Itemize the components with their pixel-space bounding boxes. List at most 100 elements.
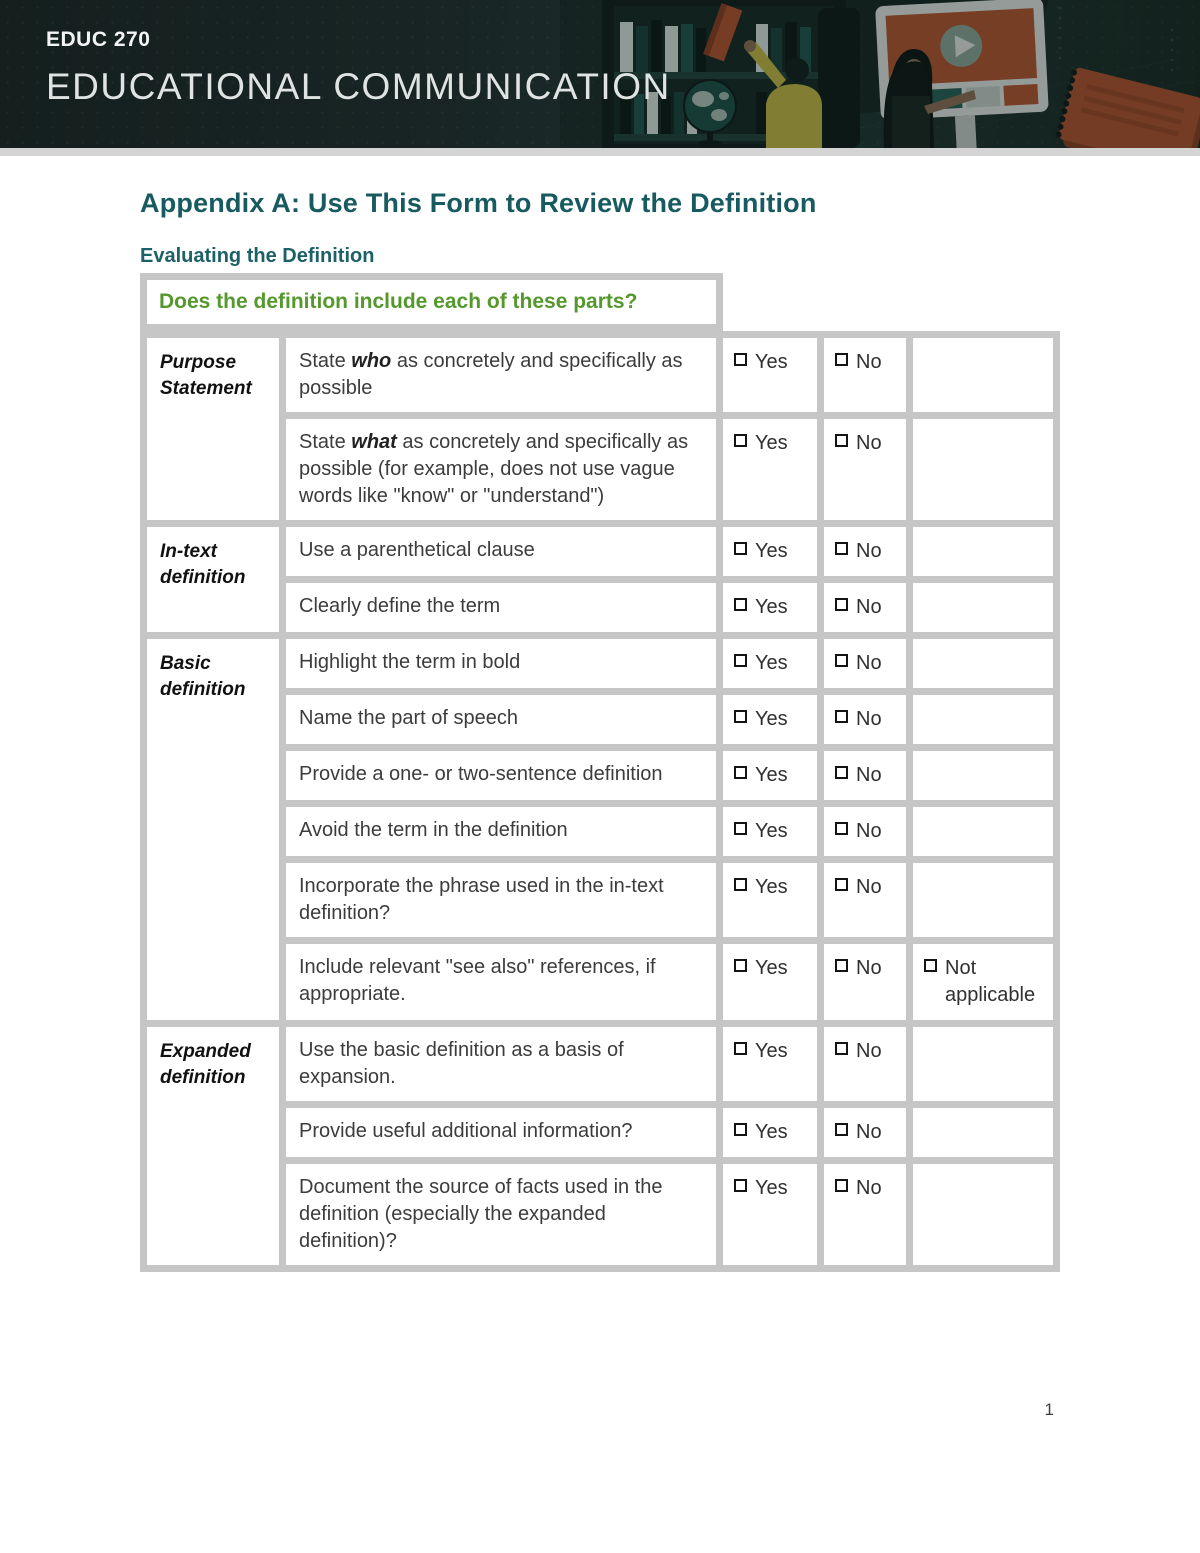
criteria-cell: State what as concretely and specificall… (286, 419, 716, 520)
option-cell: No (824, 1108, 906, 1157)
option-label: No (856, 764, 882, 786)
option-cell: Yes (723, 863, 817, 937)
no-checkbox[interactable] (835, 1179, 848, 1192)
yes-checkbox[interactable] (734, 434, 747, 447)
criteria-text: Provide a one- or two-sentence definitio… (299, 763, 663, 785)
option-cell: No (824, 527, 906, 576)
option-label: No (856, 540, 882, 562)
option-cell: Yes (723, 695, 817, 744)
empty-cell (913, 1027, 1053, 1101)
criteria-text: Highlight the term in bold (299, 651, 521, 673)
criteria-text: State (299, 350, 352, 372)
option-label: Yes (755, 957, 788, 979)
no-checkbox[interactable] (835, 654, 848, 667)
yes-checkbox[interactable] (734, 710, 747, 723)
yes-checkbox[interactable] (734, 1179, 747, 1192)
empty-cell (913, 695, 1053, 744)
criteria-emphasis: who (351, 350, 392, 372)
option-cell: No (824, 944, 906, 1020)
criteria-text: Use a parenthetical clause (299, 539, 535, 561)
empty-cell (913, 527, 1053, 576)
criteria-text: Clearly define the term (299, 595, 501, 617)
no-checkbox[interactable] (835, 542, 848, 555)
yes-checkbox[interactable] (734, 878, 747, 891)
yes-checkbox[interactable] (734, 542, 747, 555)
no-checkbox[interactable] (835, 1123, 848, 1136)
option-cell: Not applicable (913, 944, 1053, 1020)
option-cell: No (824, 751, 906, 800)
option-label: Yes (755, 708, 788, 730)
criteria-text: Document the source of facts used in the… (299, 1176, 663, 1252)
not-applicable-checkbox[interactable] (924, 959, 937, 972)
option-label: Yes (755, 351, 788, 373)
option-cell: Yes (723, 338, 817, 412)
option-label: No (856, 1040, 882, 1062)
table-header: Does the definition include each of thes… (140, 273, 723, 331)
banner-bottom-strip (0, 148, 1200, 156)
criteria-text: State (299, 431, 352, 453)
option-cell: No (824, 338, 906, 412)
yes-checkbox[interactable] (734, 766, 747, 779)
option-cell: Yes (723, 807, 817, 856)
person-reaching-illustration (744, 40, 822, 148)
no-checkbox[interactable] (835, 822, 848, 835)
option-cell: Yes (723, 1027, 817, 1101)
no-checkbox[interactable] (835, 710, 848, 723)
option-label: Yes (755, 652, 788, 674)
option-cell: No (824, 639, 906, 688)
empty-cell (913, 1164, 1053, 1265)
no-checkbox[interactable] (835, 353, 848, 366)
course-title: EDUCATIONAL COMMUNICATION (46, 66, 671, 107)
empty-cell (913, 751, 1053, 800)
option-label: Yes (755, 764, 788, 786)
option-cell: No (824, 419, 906, 520)
section-heading: Evaluating the Definition (140, 245, 375, 267)
no-checkbox[interactable] (835, 1042, 848, 1055)
category-cell: In-text definition (147, 527, 279, 632)
empty-cell (913, 419, 1053, 520)
criteria-text: Avoid the term in the definition (299, 819, 568, 841)
course-code: EDUC 270 (46, 28, 151, 51)
no-checkbox[interactable] (835, 598, 848, 611)
yes-checkbox[interactable] (734, 353, 747, 366)
option-cell: Yes (723, 1164, 817, 1265)
no-checkbox[interactable] (835, 766, 848, 779)
yes-checkbox[interactable] (734, 598, 747, 611)
yes-checkbox[interactable] (734, 1123, 747, 1136)
yes-checkbox[interactable] (734, 822, 747, 835)
yes-checkbox[interactable] (734, 1042, 747, 1055)
option-label: Not applicable (945, 957, 1036, 1006)
option-cell: Yes (723, 944, 817, 1020)
yes-checkbox[interactable] (734, 654, 747, 667)
option-label: Yes (755, 1040, 788, 1062)
option-cell: Yes (723, 419, 817, 520)
criteria-text: Include relevant "see also" references, … (299, 956, 656, 1005)
no-checkbox[interactable] (835, 434, 848, 447)
yes-checkbox[interactable] (734, 959, 747, 972)
criteria-cell: Use a parenthetical clause (286, 527, 716, 576)
empty-cell (913, 583, 1053, 632)
option-label: No (856, 351, 882, 373)
dot-accent (1058, 6, 1174, 72)
option-cell: No (824, 583, 906, 632)
option-label: No (856, 652, 882, 674)
category-cell: Expanded definition (147, 1027, 279, 1265)
option-label: No (856, 876, 882, 898)
evaluation-table: Purpose Statement In-text definition Basic… (140, 331, 1060, 1272)
empty-cell (913, 1108, 1053, 1157)
option-cell: No (824, 1027, 906, 1101)
spiral-notebook-illustration (1055, 67, 1200, 148)
no-checkbox[interactable] (835, 878, 848, 891)
no-checkbox[interactable] (835, 959, 848, 972)
option-cell: No (824, 1164, 906, 1265)
option-label: No (856, 1121, 882, 1143)
criteria-cell: Incorporate the phrase used in the in-te… (286, 863, 716, 937)
option-cell: No (824, 863, 906, 937)
option-label: Yes (755, 596, 788, 618)
option-label: No (856, 957, 882, 979)
option-label: No (856, 820, 882, 842)
criteria-text: Incorporate the phrase used in the in-te… (299, 875, 664, 924)
criteria-cell: Provide useful additional information? (286, 1108, 716, 1157)
option-cell: Yes (723, 1108, 817, 1157)
